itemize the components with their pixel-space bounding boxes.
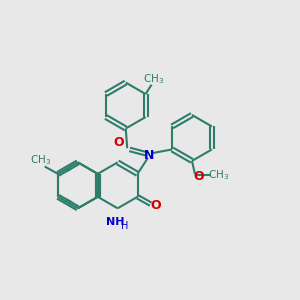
Text: CH$_3$: CH$_3$ [208, 168, 230, 182]
Text: O: O [151, 199, 161, 212]
Text: NH: NH [106, 217, 124, 226]
Text: O: O [194, 170, 204, 183]
Text: O: O [113, 136, 124, 149]
Text: CH$_3$: CH$_3$ [30, 154, 51, 167]
Text: CH$_3$: CH$_3$ [143, 72, 164, 86]
Text: N: N [144, 149, 154, 162]
Text: H: H [121, 221, 128, 231]
